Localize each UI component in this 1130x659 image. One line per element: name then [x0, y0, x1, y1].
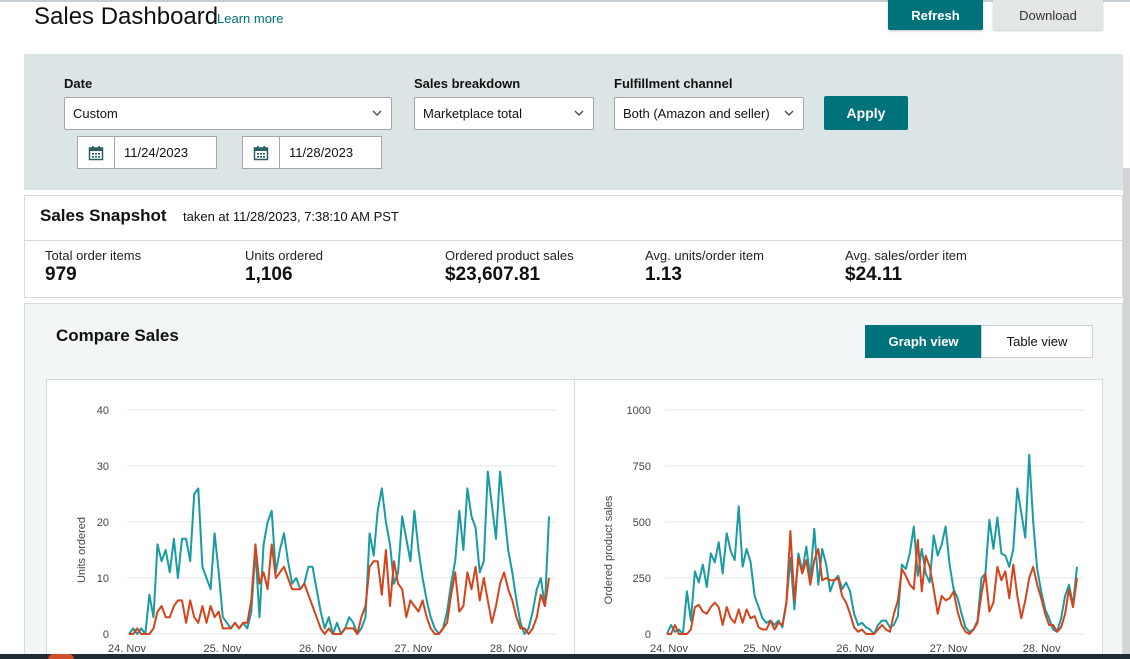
- date-select-value: Custom: [73, 106, 118, 121]
- metric-total-order-items: Total order items 979: [45, 248, 141, 286]
- snapshot-timestamp: taken at 11/28/2023, 7:38:10 AM PST: [183, 209, 399, 224]
- end-date-value: 11/28/2023: [289, 145, 354, 160]
- x-tick-label: 26. Nov: [299, 643, 337, 655]
- channel-label: Fulfillment channel: [614, 76, 733, 91]
- x-tick-label: 25. Nov: [203, 643, 241, 655]
- sales-snapshot: Sales Snapshot taken at 11/28/2023, 7:38…: [24, 195, 1123, 298]
- apply-button[interactable]: Apply: [824, 96, 908, 130]
- product-sales-chart: 0 250 500 750 1000 24. Nov 25. Nov 26. Nov 27. N…: [603, 405, 1083, 655]
- chevron-down-icon: [574, 110, 584, 117]
- compare-sales-panel: Compare Sales Graph view Table view 0 10 2…: [24, 303, 1123, 659]
- download-button[interactable]: Download: [993, 0, 1103, 30]
- units-ordered-chart: 0 10 20 30 40 24. Nov 25. Nov 26. Nov 27. Nov 28.…: [76, 405, 555, 655]
- start-date-value: 11/24/2023: [124, 145, 189, 160]
- graph-view-tab[interactable]: Graph view: [865, 325, 982, 358]
- y-tick-label: 250: [633, 573, 651, 585]
- y-axis-label: Ordered product sales: [603, 495, 615, 604]
- y-tick-label: 0: [645, 629, 651, 641]
- x-tick-label: 24. Nov: [650, 643, 688, 655]
- scrollbar[interactable]: [1123, 168, 1130, 659]
- metric-label: Ordered product sales: [445, 248, 574, 263]
- y-tick-label: 500: [633, 517, 651, 529]
- y-tick-label: 1000: [627, 405, 651, 417]
- end-date-field[interactable]: 11/28/2023: [242, 136, 382, 169]
- taskbar: [0, 654, 1130, 659]
- metric-avg-sales: Avg. sales/order item $24.11: [845, 248, 967, 286]
- y-axis-label: Units ordered: [76, 517, 88, 583]
- date-label: Date: [64, 76, 93, 91]
- y-tick-label: 40: [97, 405, 109, 417]
- taskbar-app-icon[interactable]: [48, 654, 74, 659]
- metric-value: $24.11: [845, 264, 903, 285]
- page-title: Sales Dashboard: [34, 3, 219, 30]
- learn-more-link[interactable]: Learn more: [217, 11, 284, 26]
- metric-label: Avg. sales/order item: [845, 248, 967, 263]
- series-line-teal[interactable]: [666, 453, 1078, 635]
- top-border: [0, 0, 1130, 2]
- metric-value: 1.13: [645, 264, 682, 285]
- start-date-field[interactable]: 11/24/2023: [77, 136, 217, 169]
- x-tick-label: 27. Nov: [394, 643, 432, 655]
- channel-select-value: Both (Amazon and seller): [623, 106, 770, 121]
- y-tick-label: 20: [97, 517, 109, 529]
- metric-value: 1,106: [245, 264, 293, 285]
- breakdown-label: Sales breakdown: [414, 76, 521, 91]
- compare-title: Compare Sales: [56, 326, 179, 345]
- x-tick-label: 28. Nov: [1023, 643, 1061, 655]
- x-tick-label: 25. Nov: [743, 643, 781, 655]
- series-line-teal[interactable]: [128, 470, 550, 635]
- metric-value: 979: [45, 264, 77, 285]
- metric-ordered-product-sales: Ordered product sales $23,607.81: [445, 248, 574, 286]
- metric-value: $23,607.81: [445, 264, 541, 285]
- y-tick-label: 0: [103, 629, 109, 641]
- metric-avg-units: Avg. units/order item 1.13: [645, 248, 764, 286]
- breakdown-select-value: Marketplace total: [423, 106, 522, 121]
- y-tick-label: 10: [97, 573, 109, 585]
- snapshot-header: Sales Snapshot taken at 11/28/2023, 7:38…: [25, 196, 1122, 241]
- y-tick-label: 750: [633, 461, 651, 473]
- chevron-down-icon: [372, 110, 382, 117]
- x-tick-label: 26. Nov: [836, 643, 874, 655]
- x-tick-label: 24. Nov: [108, 643, 146, 655]
- calendar-icon[interactable]: [243, 137, 280, 168]
- series-line-red[interactable]: [667, 530, 1078, 635]
- refresh-button[interactable]: Refresh: [888, 0, 983, 30]
- x-tick-label: 28. Nov: [490, 643, 528, 655]
- channel-select[interactable]: Both (Amazon and seller): [614, 97, 804, 130]
- table-view-tab[interactable]: Table view: [981, 325, 1093, 358]
- chevron-down-icon: [784, 110, 794, 117]
- metric-units-ordered: Units ordered 1,106: [245, 248, 323, 286]
- chart-divider: [574, 380, 575, 659]
- metric-label: Total order items: [45, 248, 142, 263]
- metric-label: Units ordered: [245, 248, 324, 263]
- date-select[interactable]: Custom: [64, 97, 392, 130]
- charts-container: 0 10 20 30 40 24. Nov 25. Nov 26. Nov 27. Nov 28.…: [46, 379, 1103, 659]
- filters-panel: Date Custom 11/24/2023 11/28/2023 Sales …: [24, 54, 1123, 190]
- y-tick-label: 30: [97, 461, 109, 473]
- series-line-red[interactable]: [129, 543, 550, 635]
- breakdown-select[interactable]: Marketplace total: [414, 97, 594, 130]
- metric-label: Avg. units/order item: [645, 248, 764, 263]
- snapshot-title: Sales Snapshot: [40, 206, 167, 225]
- x-tick-label: 27. Nov: [930, 643, 968, 655]
- calendar-icon[interactable]: [78, 137, 115, 168]
